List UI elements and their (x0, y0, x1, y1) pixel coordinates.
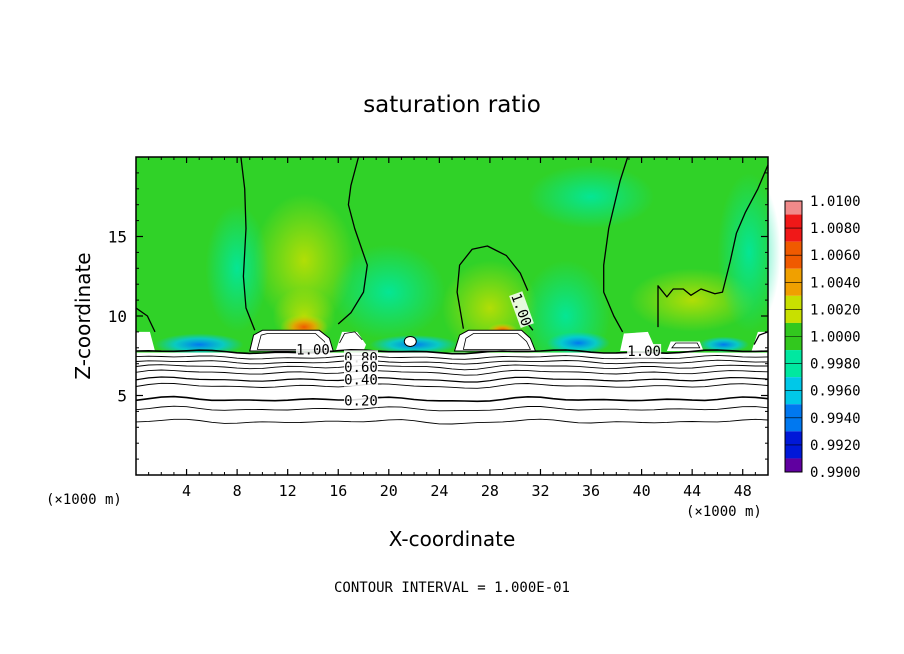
x-tick-label: 48 (734, 482, 752, 500)
x-axis-label: X-coordinate (389, 527, 516, 551)
contour-label-bg (343, 393, 378, 408)
contour-label-text: 1.00 (627, 344, 661, 360)
contour-line-0-96 (671, 342, 701, 349)
contour-line-stratified (135, 376, 769, 383)
field-blob (546, 331, 611, 355)
contour-line-1-00 (135, 307, 156, 333)
x-tick-label: 20 (380, 482, 398, 500)
x-tick-label: 44 (683, 482, 701, 500)
colorbar-label: 1.0020 (810, 302, 861, 318)
colorbar-label: 1.0080 (810, 221, 861, 237)
colorbar-swatch (785, 201, 802, 215)
colorbar-label: 1.0060 (810, 248, 861, 264)
contour-label-text: 0.40 (344, 373, 378, 389)
chart-title: saturation ratio (363, 92, 541, 118)
y-tick-label: 10 (108, 307, 127, 326)
contour-line-stratified (135, 354, 769, 360)
contour-label: 0.60 (343, 359, 378, 376)
saturation-field (136, 164, 781, 475)
field-blob (717, 172, 781, 332)
field-blob (205, 204, 269, 332)
contour-line-0-96 (339, 331, 363, 344)
contour-line-stratified (135, 395, 769, 403)
y-tick-label: 5 (117, 387, 127, 406)
colorbar-label: 1.0000 (810, 330, 861, 346)
colorbar-label: 0.9980 (810, 357, 861, 373)
contour-line-stratified (135, 349, 769, 355)
cloud-free-patch (454, 330, 536, 351)
contour-line-1-00 (456, 245, 529, 329)
colorbar-label: 0.9900 (810, 465, 861, 481)
colorbar-label: 0.9960 (810, 384, 861, 400)
colorbar-label: 1.0100 (810, 194, 861, 210)
contour-label-bg (295, 342, 330, 357)
contour-label-text: 0.20 (344, 393, 378, 409)
x-unit-label-right: (×1000 m) (686, 504, 762, 520)
contour-line-1-00 (603, 156, 629, 333)
contour-line-stratified (135, 418, 769, 425)
x-tick-label: 8 (233, 482, 242, 500)
plot-area: 1.001.00 1.000.800.600.400.20 (135, 156, 781, 476)
x-axis: 4 8 12 16 20 24 28 32 36 40 44 48 (148, 157, 756, 500)
contour-label: 1.00 (627, 343, 662, 360)
colorbar-label: 1.0040 (810, 275, 861, 291)
field-blob (331, 244, 446, 340)
contour-label-text: 1.00 (296, 342, 330, 358)
x-tick-label: 32 (531, 482, 549, 500)
y-axis: 5 10 15 (108, 172, 768, 460)
contour-label-text: 0.60 (344, 360, 378, 376)
field-blob (698, 336, 750, 353)
x-tick-label: 40 (633, 482, 651, 500)
contour-label-bg (343, 372, 378, 387)
x-tick-label: 36 (582, 482, 600, 500)
cloud-free-patch (751, 331, 768, 351)
colorbar: 1.0100 1.0080 1.0060 1.0040 1.0020 1.0000 0.99… (784, 194, 861, 481)
x-tick-label: 12 (279, 482, 297, 500)
x-tick-label: 16 (329, 482, 347, 500)
y-tick-label: 15 (108, 228, 127, 247)
y-axis-label: Z-coordinate (71, 252, 95, 379)
x-unit-label-left: (×1000 m) (46, 492, 122, 508)
colorbar-swatch (785, 458, 802, 472)
x-tick-label: 4 (182, 482, 191, 500)
contour-line-1-00 (240, 156, 256, 331)
contour-line-1-00 (657, 164, 769, 328)
contour-line-stratified (135, 382, 769, 389)
contour-line-stratified (135, 405, 769, 412)
contour-line-1-00 (753, 331, 769, 345)
contour-label: 0.20 (343, 393, 378, 409)
cloud-free-patch (136, 331, 155, 351)
small-dry-pocket (403, 335, 417, 347)
contour-line-stratified (135, 369, 769, 376)
contour-label: 0.40 (343, 372, 378, 389)
contour-label: 1.00 (295, 342, 330, 358)
contour-lines (135, 156, 769, 425)
field-blob (154, 333, 244, 356)
x-tick-label: 28 (481, 482, 499, 500)
contour-line-stratified (135, 364, 768, 371)
contour-labels: 1.001.00 1.000.800.600.400.20 (295, 291, 662, 409)
cloud-free-patch (666, 341, 704, 351)
dry-region (136, 352, 768, 475)
contour-line-0-96 (462, 333, 532, 350)
colorbar-label: 0.9940 (810, 411, 861, 427)
colorbar-label: 0.9920 (810, 438, 861, 454)
contour-label-bg (343, 359, 378, 374)
field-blob (253, 193, 355, 328)
contour-line-stratified (135, 359, 769, 365)
contour-line-1-00 (337, 156, 368, 325)
contour-label-bg (627, 343, 662, 358)
contour-interval-note: CONTOUR INTERVAL = 1.000E-01 (334, 580, 570, 596)
x-tick-label: 24 (430, 482, 448, 500)
contour-label-bg (509, 291, 534, 329)
field-blob (527, 164, 655, 229)
